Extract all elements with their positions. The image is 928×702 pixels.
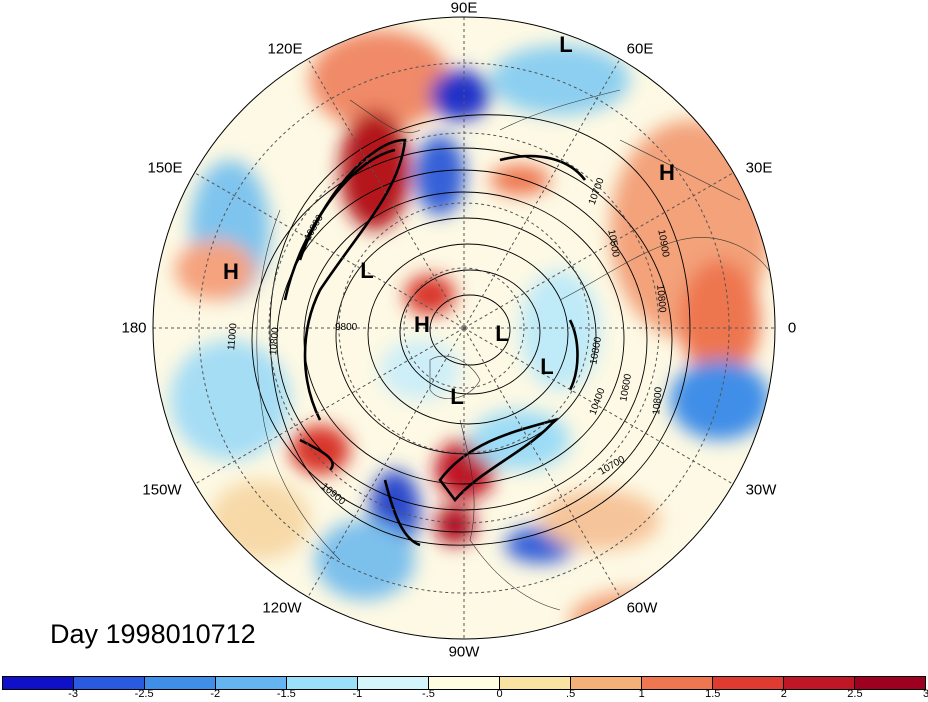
colorbar-segment [74, 677, 145, 689]
colorbar-tick-label: -.5 [422, 688, 435, 700]
contour-label: 10800 [651, 386, 664, 415]
colorbar-tick-label: .5 [566, 688, 576, 700]
contour-label: 10800 [654, 284, 667, 313]
colorbar-segment [216, 677, 287, 689]
colorbar-tick-label: 3 [922, 688, 928, 700]
day-title: Day 1998010712 [50, 619, 256, 649]
colorbar-segment [713, 677, 784, 689]
colorbar-tick-label: -2 [210, 688, 221, 700]
contour-label: 11000 [226, 322, 239, 350]
colorbar-tick-label: 2 [780, 688, 787, 700]
jet-contours [283, 138, 587, 547]
height-contours [251, 114, 691, 546]
pressure-center: L [495, 321, 508, 346]
colorbar [2, 676, 926, 690]
contour-label: 10600 [618, 373, 634, 403]
colorbar-tick-label: -3 [68, 688, 78, 700]
colorbar-segment [571, 677, 642, 689]
colorbar-segment [358, 677, 429, 689]
lon-label-150e: 150E [147, 159, 183, 177]
pressure-center: H [414, 312, 430, 337]
contour-label: 10800 [268, 327, 281, 356]
colorbar-tick-label: 1 [638, 688, 645, 700]
colorbar-tick-label: 0 [496, 688, 503, 700]
lon-label-60e: 60E [626, 40, 654, 58]
colorbar-tick-label: -1.5 [276, 688, 296, 700]
map-border [152, 16, 776, 640]
lon-label-60w: 60W [626, 599, 658, 617]
colorbar-segment [287, 677, 358, 689]
colorbar-tick-label: -1 [352, 688, 363, 700]
pressure-center: H [659, 160, 675, 185]
pressure-center-labels: L H L H L L L L H [223, 32, 675, 409]
graticule [153, 17, 775, 639]
lon-label-90w: 90W [448, 643, 480, 661]
pressure-center: L [360, 258, 373, 283]
coastlines [256, 89, 775, 611]
pressure-center: H [223, 259, 239, 284]
pressure-center: L [559, 32, 572, 57]
colorbar-tick-label: -2.5 [134, 688, 154, 700]
lon-label-30e: 30E [745, 159, 773, 177]
colorbar-tick-label: 2.5 [847, 688, 863, 700]
lon-label-120w: 120W [262, 599, 302, 617]
colorbar-segment [145, 677, 216, 689]
lon-label-0: 0 [787, 319, 797, 337]
colorbar-segment [500, 677, 571, 689]
colorbar-segment [855, 677, 925, 689]
lon-label-30w: 30W [745, 481, 777, 499]
contour-label: 10500 [605, 229, 621, 259]
contour-label: 10800 [588, 336, 604, 366]
lon-label-150w: 150W [142, 481, 182, 499]
pressure-center: L [450, 384, 463, 409]
contour-label: 10900 [655, 229, 671, 259]
colorbar-segment [3, 677, 74, 689]
colorbar-segment [784, 677, 855, 689]
contour-label: 9800 [335, 322, 358, 333]
lon-label-90e: 90E [450, 0, 478, 17]
lon-label-180: 180 [121, 319, 147, 337]
lon-label-120e: 120E [267, 40, 303, 58]
colorbar-segment [642, 677, 713, 689]
colorbar-segment [429, 677, 500, 689]
colorbar-tick-label: 1.5 [705, 688, 721, 700]
pressure-center: L [540, 354, 553, 379]
